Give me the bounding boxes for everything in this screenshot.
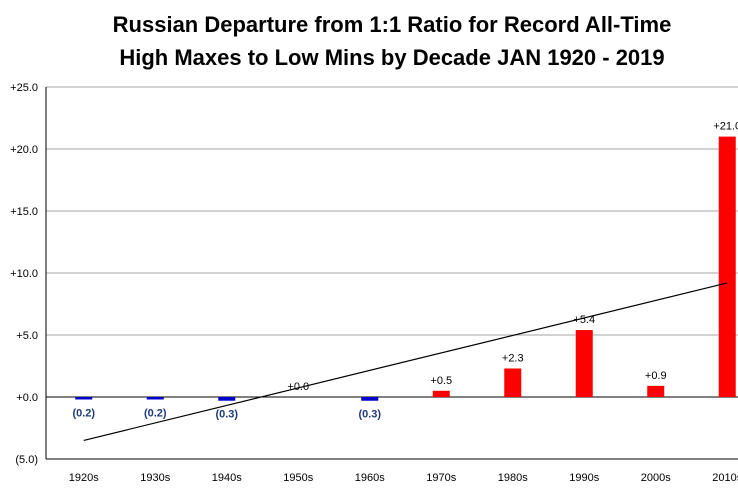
- chart-title-line-1: Russian Departure from 1:1 Ratio for Rec…: [113, 12, 672, 37]
- y-tick-label: +10.0: [10, 268, 38, 280]
- data-label: (0.2): [144, 407, 167, 419]
- data-label: +0.5: [430, 375, 452, 387]
- x-tick-label: 1970s: [426, 472, 456, 484]
- data-label: +0.9: [645, 370, 667, 382]
- x-tick-label: 1930s: [140, 472, 170, 484]
- bar-1980s: [504, 368, 522, 397]
- y-tick-label: +20.0: [10, 144, 38, 156]
- x-tick-label: 1940s: [212, 472, 242, 484]
- bar-1960s: [361, 397, 379, 401]
- data-label: +5.4: [573, 314, 595, 326]
- y-tick-label: +25.0: [10, 82, 38, 94]
- x-tick-label: 2000s: [641, 472, 671, 484]
- bar-1940s: [218, 397, 236, 401]
- bar-2000s: [647, 385, 665, 397]
- bar-2010s: [718, 136, 736, 397]
- trendline: [83, 282, 728, 441]
- x-tick-label: 1960s: [355, 472, 385, 484]
- data-label: +2.3: [502, 352, 524, 364]
- y-tick-label: (5.0): [15, 454, 38, 466]
- bar-1920s: [75, 397, 93, 400]
- x-tick-label: 1920s: [69, 472, 99, 484]
- x-tick-label: 1990s: [569, 472, 599, 484]
- chart-title-line-2: High Maxes to Low Mins by Decade JAN 192…: [119, 45, 664, 70]
- bar-1970s: [432, 390, 450, 397]
- y-tick-label: +0.0: [16, 392, 38, 404]
- y-tick-label: +15.0: [10, 206, 38, 218]
- data-label: +21.0: [713, 121, 738, 133]
- x-tick-label: 1950s: [283, 472, 313, 484]
- data-label: +0.0: [287, 381, 309, 393]
- data-label: (0.3): [215, 409, 238, 421]
- y-tick-label: +5.0: [16, 330, 38, 342]
- x-tick-label: 1980s: [498, 472, 528, 484]
- bar-1990s: [575, 330, 593, 397]
- bar-1930s: [146, 397, 164, 400]
- data-label: (0.2): [72, 407, 95, 419]
- data-label: (0.3): [358, 409, 381, 421]
- x-tick-label: 2010s: [712, 472, 738, 484]
